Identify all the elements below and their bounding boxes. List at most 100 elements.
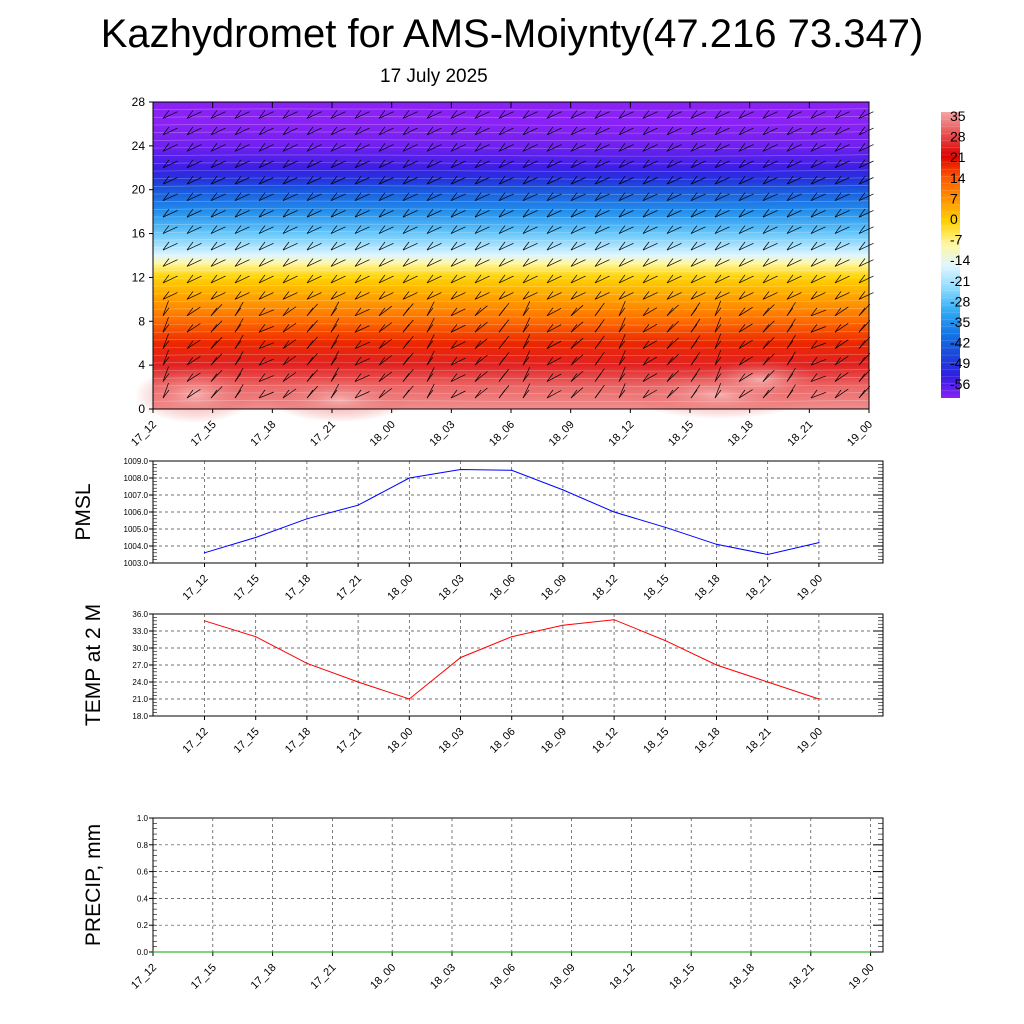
wind-barb-staff xyxy=(354,325,370,333)
temp-contour-line xyxy=(152,169,870,172)
wind-barb-flag xyxy=(522,340,530,349)
wind-barb-flag xyxy=(618,241,626,251)
series-point xyxy=(767,553,769,556)
wind-barb-staff xyxy=(186,111,202,119)
temp-contour-line xyxy=(152,223,870,226)
wind-barb-flag xyxy=(234,258,242,267)
series-point xyxy=(767,681,769,683)
wind-barb-flag xyxy=(690,208,698,218)
wind-barb-staff xyxy=(474,387,488,399)
wind-barb-flag xyxy=(522,225,530,234)
wind-barb-staff xyxy=(570,127,586,136)
wind-barb-flag xyxy=(498,192,506,201)
wind-barb-staff xyxy=(762,111,778,119)
temp-contour-line xyxy=(152,146,870,149)
wind-barb-flag xyxy=(570,340,578,349)
wind-barb-staff xyxy=(186,160,202,169)
wind-barb-flag xyxy=(666,389,674,399)
wind-barb-staff xyxy=(522,301,531,316)
x-tick-label: 17_18 xyxy=(249,962,279,992)
wind-barb-staff xyxy=(642,160,658,169)
wind-barb-flag xyxy=(282,208,290,218)
wind-barb-flag xyxy=(402,143,410,152)
wind-barb-flag xyxy=(666,258,674,267)
wind-barb-staff xyxy=(474,111,490,119)
wind-barb-staff xyxy=(546,193,562,201)
wind-barb-flag xyxy=(522,389,530,399)
temp-contour-line xyxy=(152,331,870,334)
temp-contour-line xyxy=(152,361,870,364)
temp-contour-line xyxy=(152,238,870,241)
wind-barb-flag xyxy=(834,274,842,284)
wind-barb-flag xyxy=(186,143,194,152)
x-tick-label: 18_21 xyxy=(785,419,815,449)
wind-barb-flag xyxy=(402,159,410,168)
wind-barb-staff xyxy=(810,375,827,382)
wind-barb-flag xyxy=(498,324,506,333)
temperature-cross-section: 0 4 8 12 16 20 24 28 17_12 17_15 17_18 17_21 18_00 18… xyxy=(129,95,875,449)
wind-barb-staff xyxy=(402,275,418,284)
y-tick-label: 1008.0 xyxy=(124,474,149,483)
wind-barb-staff xyxy=(642,275,658,284)
wind-barb-staff xyxy=(354,259,370,267)
wind-barb-staff xyxy=(786,242,802,251)
series-point xyxy=(391,951,393,953)
wind-barb-flag xyxy=(522,241,530,251)
wind-barb-staff xyxy=(618,317,626,333)
wind-barb-staff xyxy=(714,226,730,234)
wind-barb-flag xyxy=(450,291,458,300)
wind-barb-flag xyxy=(162,324,170,333)
wind-barb-flag xyxy=(714,274,722,284)
wind-barb-staff xyxy=(714,177,730,185)
wind-barb-flag xyxy=(690,389,698,399)
wind-barb-flag xyxy=(714,192,722,201)
wind-barb-flag xyxy=(474,291,482,300)
wind-barb-flag xyxy=(546,356,554,366)
colorbar-label: -35 xyxy=(950,314,970,330)
wind-barb-staff xyxy=(810,111,826,119)
wind-barb-staff xyxy=(522,111,538,119)
wind-barb-flag xyxy=(306,274,314,284)
wind-barb-flag xyxy=(330,110,338,119)
wind-barb-flag xyxy=(354,340,362,349)
wind-barb-flag xyxy=(474,373,482,382)
wind-barb-flag xyxy=(162,126,170,136)
colorbar-bar xyxy=(941,112,960,398)
wind-barb-staff xyxy=(546,390,562,399)
series-point xyxy=(203,552,206,554)
wind-barb-flag xyxy=(690,373,698,382)
wind-barb-staff xyxy=(738,292,754,300)
y-tick-label: 30.0 xyxy=(132,644,148,653)
wind-barb-flag xyxy=(306,225,314,234)
wind-barb-flag xyxy=(738,389,746,399)
wind-barb-staff xyxy=(714,382,722,399)
wind-barb-staff xyxy=(570,305,584,317)
wind-barb-flag xyxy=(810,143,818,152)
wind-barb-flag xyxy=(234,110,242,119)
x-tick-label: 17_12 xyxy=(181,573,211,603)
wind-barb-flag xyxy=(498,307,506,317)
wind-barb-flag xyxy=(162,159,170,168)
wind-barb-flag xyxy=(786,340,794,349)
wind-barb-staff xyxy=(666,127,682,136)
wind-barb-staff xyxy=(714,300,722,316)
wind-barb-flag xyxy=(450,175,458,185)
wind-barb-staff xyxy=(354,341,370,350)
wind-barb-flag xyxy=(714,340,722,349)
wind-barb-staff xyxy=(330,259,346,267)
wind-barb-flag xyxy=(810,225,818,234)
wind-barb-staff xyxy=(402,226,418,234)
wind-barb-staff xyxy=(426,383,435,399)
wind-barb-staff xyxy=(282,226,298,234)
wind-barb-flag xyxy=(210,274,218,284)
wind-barb-flag xyxy=(690,324,698,333)
wind-barb-staff xyxy=(786,177,802,185)
wind-barb-staff xyxy=(402,177,418,185)
wind-barb-flag xyxy=(282,307,290,317)
x-tick-label: 18_18 xyxy=(727,962,757,992)
wind-barb-flag xyxy=(426,159,434,168)
wind-barb-flag xyxy=(570,159,578,168)
wind-barb-staff xyxy=(570,160,586,169)
wind-barb-staff xyxy=(354,242,370,251)
wind-barb-staff xyxy=(738,144,754,152)
